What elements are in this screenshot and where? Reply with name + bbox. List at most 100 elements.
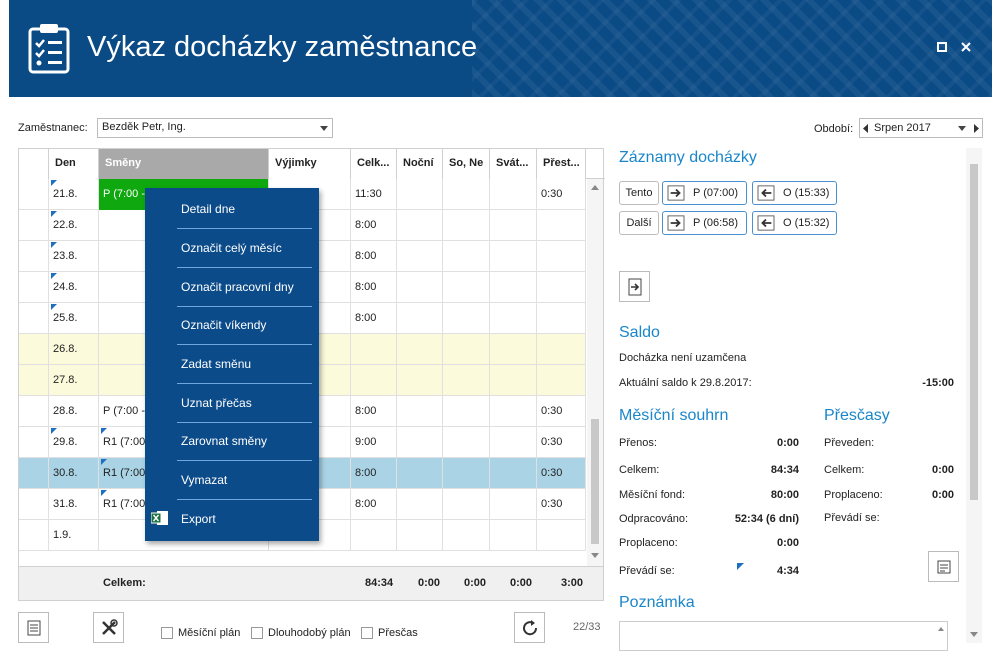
total-cell[interactable] bbox=[351, 365, 397, 396]
total-cell[interactable]: 8:00 bbox=[351, 210, 397, 241]
menu-item-zadat-smenu[interactable]: Zadat směnu bbox=[181, 357, 252, 371]
day-cell[interactable]: 22.8. bbox=[49, 210, 99, 241]
overtime-cell[interactable]: 0:30 bbox=[537, 396, 586, 427]
overtime-cell[interactable]: 0:30 bbox=[537, 427, 586, 458]
col-so-ne[interactable]: So, Ne bbox=[443, 149, 490, 179]
refresh-button[interactable] bbox=[514, 612, 545, 643]
col-prescas[interactable]: Přest... bbox=[537, 149, 586, 179]
settings-button[interactable] bbox=[93, 612, 124, 643]
monthly-row: Proplaceno: 0:00 bbox=[619, 537, 799, 549]
period-picker[interactable]: Srpen 2017 bbox=[859, 118, 983, 138]
col-den[interactable]: Den bbox=[49, 149, 99, 179]
employee-select[interactable]: Bezděk Petr, Ing. bbox=[97, 118, 333, 138]
menu-item-oznacit-mesic[interactable]: Označit celý měsíc bbox=[181, 241, 282, 255]
overtime-cell[interactable]: 0:30 bbox=[537, 179, 586, 210]
scroll-thumb[interactable] bbox=[970, 164, 978, 500]
overtime-cell[interactable]: 0:30 bbox=[537, 458, 586, 489]
overtime-cell[interactable]: 0:30 bbox=[537, 489, 586, 520]
overtime-cell[interactable] bbox=[537, 241, 586, 272]
total-cell[interactable]: 8:00 bbox=[351, 303, 397, 334]
chevron-left-icon[interactable] bbox=[862, 124, 870, 133]
note-textarea[interactable] bbox=[619, 621, 948, 651]
day-cell[interactable]: 30.8. bbox=[49, 458, 99, 489]
chevron-right-icon[interactable] bbox=[972, 124, 980, 133]
footer-label: Celkem: bbox=[103, 577, 146, 589]
chevron-down-icon[interactable] bbox=[958, 126, 966, 131]
maximize-icon[interactable] bbox=[935, 40, 949, 54]
col-smeny[interactable]: Směny bbox=[99, 149, 269, 179]
record-this-out[interactable]: O (15:33) bbox=[752, 181, 837, 205]
record-this-in[interactable]: P (07:00) bbox=[662, 181, 747, 205]
monthly-plan-checkbox[interactable]: Měsíční plán bbox=[161, 627, 240, 639]
checkbox-label: Dlouhodobý plán bbox=[268, 627, 351, 639]
col-svatky[interactable]: Svát... bbox=[490, 149, 537, 179]
period-value: Srpen 2017 bbox=[874, 122, 931, 134]
overtime-cell[interactable] bbox=[537, 334, 586, 365]
total-cell[interactable]: 8:00 bbox=[351, 272, 397, 303]
overtime-cell[interactable] bbox=[537, 520, 586, 551]
menu-separator bbox=[177, 422, 312, 423]
day-cell[interactable]: 23.8. bbox=[49, 241, 99, 272]
checkbox-box[interactable] bbox=[251, 627, 263, 639]
total-cell[interactable]: 9:00 bbox=[351, 427, 397, 458]
add-record-button[interactable] bbox=[619, 271, 650, 302]
total-cell[interactable] bbox=[351, 520, 397, 551]
total-cell[interactable]: 8:00 bbox=[351, 458, 397, 489]
menu-item-oznacit-vikendy[interactable]: Označit víkendy bbox=[181, 318, 267, 332]
panel-scrollbar[interactable] bbox=[966, 148, 982, 643]
kv-label: Celkem: bbox=[824, 464, 865, 476]
day-cell[interactable]: 27.8. bbox=[49, 365, 99, 396]
col-vyjimky[interactable]: Výjimky bbox=[269, 149, 351, 179]
menu-item-uznat-precas[interactable]: Uznat přečas bbox=[181, 396, 252, 410]
col-celkem[interactable]: Celk... bbox=[351, 149, 397, 179]
scroll-up-icon[interactable] bbox=[591, 185, 599, 191]
overtime-cell[interactable] bbox=[537, 365, 586, 396]
grid-scrollbar[interactable] bbox=[587, 179, 603, 566]
menu-separator bbox=[177, 344, 312, 345]
record-next-in[interactable]: P (06:58) bbox=[662, 211, 747, 235]
checkbox-box[interactable] bbox=[361, 627, 373, 639]
kv-label: Měsíční fond: bbox=[619, 489, 686, 501]
menu-separator bbox=[177, 499, 312, 500]
overtime-checkbox[interactable]: Přesčas bbox=[361, 627, 418, 639]
scroll-up-icon[interactable] bbox=[938, 627, 944, 631]
day-cell[interactable]: 28.8. bbox=[49, 396, 99, 427]
overtime-detail-button[interactable] bbox=[928, 551, 959, 582]
total-cell[interactable]: 8:00 bbox=[351, 241, 397, 272]
long-plan-checkbox[interactable]: Dlouhodobý plán bbox=[251, 627, 351, 639]
day-cell[interactable]: 29.8. bbox=[49, 427, 99, 458]
day-cell[interactable]: 1.9. bbox=[49, 520, 99, 551]
scroll-down-icon[interactable] bbox=[970, 632, 978, 638]
overtime-cell[interactable] bbox=[537, 272, 586, 303]
checkbox-box[interactable] bbox=[161, 627, 173, 639]
total-cell[interactable] bbox=[351, 334, 397, 365]
overtime-cell[interactable] bbox=[537, 303, 586, 334]
close-icon[interactable] bbox=[959, 40, 973, 54]
menu-item-zarovnat[interactable]: Zarovnat směny bbox=[181, 434, 268, 448]
total-cell[interactable]: 8:00 bbox=[351, 396, 397, 427]
menu-item-detail-dne[interactable]: Detail dne bbox=[181, 202, 236, 216]
day-cell[interactable]: 21.8. bbox=[49, 179, 99, 210]
record-this-label[interactable]: Tento bbox=[619, 181, 659, 205]
excel-icon bbox=[151, 511, 168, 525]
overtime-cell[interactable] bbox=[537, 210, 586, 241]
scroll-thumb[interactable] bbox=[591, 419, 599, 544]
day-cell[interactable]: 24.8. bbox=[49, 272, 99, 303]
scroll-down-icon[interactable] bbox=[591, 553, 599, 559]
arrow-out-icon bbox=[757, 215, 775, 231]
arrow-out-icon bbox=[757, 185, 775, 201]
report-button[interactable] bbox=[18, 612, 49, 643]
menu-item-oznacit-pracovni[interactable]: Označit pracovní dny bbox=[181, 280, 294, 294]
col-nocni[interactable]: Noční bbox=[397, 149, 443, 179]
record-next-out[interactable]: O (15:32) bbox=[752, 211, 837, 235]
total-cell[interactable]: 11:30 bbox=[351, 179, 397, 210]
day-cell[interactable]: 25.8. bbox=[49, 303, 99, 334]
record-next-label[interactable]: Další bbox=[619, 211, 659, 235]
total-cell[interactable]: 8:00 bbox=[351, 489, 397, 520]
menu-item-vymazat[interactable]: Vymazat bbox=[181, 473, 228, 487]
overtime-row: Převádí se: bbox=[824, 512, 954, 524]
day-cell[interactable]: 26.8. bbox=[49, 334, 99, 365]
overtime-row: Proplaceno: 0:00 bbox=[824, 489, 954, 501]
day-cell[interactable]: 31.8. bbox=[49, 489, 99, 520]
menu-item-export[interactable]: Export bbox=[181, 512, 216, 526]
